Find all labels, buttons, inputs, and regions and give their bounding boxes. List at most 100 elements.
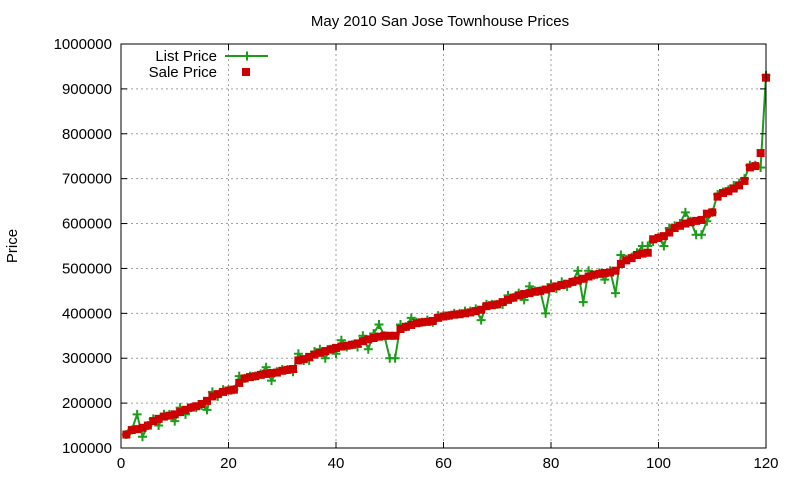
y-tick-label: 300000 — [62, 350, 112, 367]
sale-price-point — [520, 290, 529, 299]
sale-price-point — [348, 340, 357, 349]
legend-marker-list-price — [242, 51, 252, 61]
list-price-point — [132, 409, 142, 419]
sale-price-point — [154, 414, 163, 423]
sale-price-point — [547, 284, 555, 293]
legend-label-list-price: List Price — [155, 48, 217, 65]
sale-price-point — [149, 417, 158, 426]
x-tick-label: 100 — [646, 455, 671, 472]
sale-price-point — [428, 316, 437, 325]
sale-price-point — [584, 272, 593, 281]
sale-price-point — [579, 274, 588, 283]
sale-price-point — [724, 187, 733, 196]
sale-price-point — [315, 348, 324, 357]
sale-price-point — [262, 369, 271, 378]
sale-price-point — [461, 309, 469, 318]
sale-price-point — [676, 221, 684, 230]
sale-price-point — [719, 189, 727, 198]
sale-price-point — [229, 385, 238, 394]
sale-price-point — [283, 365, 292, 374]
sale-price-point — [358, 337, 367, 346]
sale-price-point — [466, 308, 475, 317]
sale-price-point — [321, 347, 330, 356]
list-price-point — [680, 207, 690, 217]
sale-price-point — [654, 233, 663, 242]
sale-price-point — [633, 250, 641, 259]
sale-price-point — [186, 403, 195, 412]
sale-price-point — [525, 289, 534, 298]
sale-price-point — [439, 312, 448, 321]
sale-price-point — [595, 269, 604, 278]
sale-price-point — [616, 259, 625, 268]
series-sale-price — [122, 73, 770, 439]
y-tick-label: 600000 — [62, 216, 112, 233]
sale-price-point — [434, 313, 443, 322]
list-price-point — [573, 266, 583, 276]
sale-price-point — [208, 392, 217, 401]
sale-price-point — [310, 350, 319, 359]
sale-price-point — [294, 356, 303, 365]
sale-price-point — [638, 249, 647, 258]
sale-price-point — [122, 430, 131, 439]
y-tick-label: 900000 — [62, 81, 112, 98]
sale-price-point — [375, 332, 383, 341]
sale-price-point — [299, 355, 308, 364]
sale-price-point — [337, 342, 346, 351]
sale-price-point — [192, 402, 201, 411]
sale-price-point — [622, 256, 631, 265]
sale-price-point — [342, 341, 351, 350]
list-price-point — [578, 297, 588, 307]
sale-price-point — [224, 386, 233, 395]
sale-price-point — [649, 235, 658, 244]
x-tick-label: 80 — [543, 455, 560, 472]
sale-price-point — [213, 390, 222, 399]
list-price-point — [374, 320, 384, 330]
sale-price-point — [412, 319, 421, 328]
y-tick-label: 200000 — [62, 395, 112, 412]
legend-marker-sale-price — [242, 68, 250, 76]
x-tick-label: 60 — [435, 455, 452, 472]
sale-price-point — [407, 321, 416, 330]
sale-price-point — [509, 293, 518, 302]
list-price-point — [541, 308, 551, 318]
x-tick-label: 120 — [753, 455, 778, 472]
sale-price-point — [568, 277, 577, 286]
sale-price-point — [745, 163, 754, 172]
sale-price-point — [729, 184, 738, 193]
sale-price-point — [751, 162, 760, 171]
sale-price-point — [240, 374, 249, 383]
legend: List Price Sale Price — [149, 48, 268, 81]
sale-price-point — [627, 254, 636, 263]
sale-price-point — [665, 228, 674, 237]
sale-price-point — [143, 421, 152, 430]
sale-price-point — [493, 300, 502, 309]
grid-lines — [121, 44, 766, 448]
sale-price-point — [219, 387, 228, 396]
y-tick-label: 1000000 — [54, 36, 112, 53]
sale-price-point — [536, 286, 545, 295]
list-price-line — [125, 75, 767, 440]
y-axis-label: Price — [4, 229, 21, 263]
y-tick-label: 400000 — [62, 305, 112, 322]
sale-price-point — [681, 219, 690, 228]
sale-price-point — [697, 215, 706, 224]
sale-price-point — [246, 373, 254, 382]
y-tick-label: 800000 — [62, 126, 112, 143]
sale-price-point — [563, 279, 572, 288]
sale-price-point — [708, 208, 717, 217]
list-price-point — [138, 432, 147, 442]
sale-price-point — [487, 301, 496, 310]
list-price-point — [267, 376, 276, 386]
list-price-point — [659, 241, 669, 251]
sale-price-point — [659, 232, 668, 241]
sale-price-point — [557, 281, 566, 290]
sale-price-point — [611, 266, 620, 275]
list-price-point — [616, 250, 626, 260]
sale-price-point — [385, 331, 394, 340]
sale-price-point — [197, 400, 206, 409]
sale-price-point — [541, 285, 550, 294]
axes: 0 20 40 60 80 100 120 100000 200000 300000 400000 5… — [54, 36, 779, 472]
list-price-point — [202, 405, 212, 415]
sale-price-point — [401, 322, 410, 331]
sale-price-point — [165, 411, 174, 420]
